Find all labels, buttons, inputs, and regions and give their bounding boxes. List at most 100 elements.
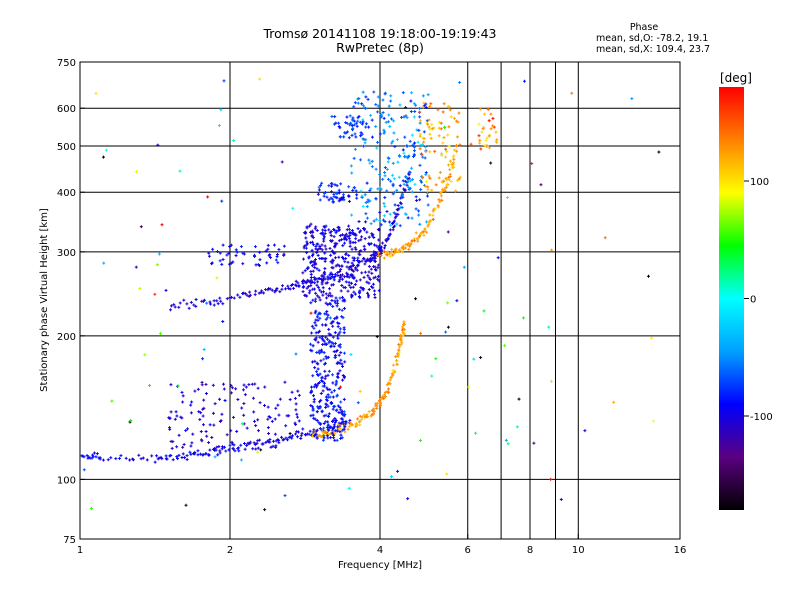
data-point: [423, 156, 427, 160]
data-point: [359, 131, 363, 135]
data-point: [570, 91, 574, 95]
data-point: [331, 259, 335, 263]
data-point: [418, 144, 422, 148]
data-point: [326, 303, 330, 307]
data-point: [390, 475, 394, 479]
data-point: [312, 243, 316, 247]
data-point: [324, 402, 328, 406]
data-point: [168, 426, 172, 430]
data-point: [386, 237, 390, 241]
data-point: [157, 252, 161, 256]
data-point: [316, 367, 320, 371]
data-point: [288, 432, 292, 436]
data-point: [318, 372, 322, 376]
data-point: [323, 323, 327, 327]
data-point: [383, 244, 387, 248]
data-point: [375, 244, 379, 248]
data-point: [331, 426, 335, 430]
data-point: [344, 280, 348, 284]
data-point: [333, 420, 337, 424]
data-point: [372, 409, 376, 413]
data-point: [336, 360, 340, 364]
data-point: [372, 243, 376, 247]
data-point: [333, 341, 337, 345]
data-point: [297, 419, 301, 423]
data-point: [452, 157, 456, 161]
data-point: [374, 217, 378, 221]
data-point: [323, 229, 327, 233]
data-point: [410, 91, 414, 95]
data-point: [189, 403, 193, 407]
data-point: [337, 264, 341, 268]
data-point: [428, 213, 432, 217]
data-point: [311, 236, 315, 240]
data-point: [378, 210, 382, 214]
data-point: [334, 264, 338, 268]
data-point: [221, 258, 225, 262]
data-point: [337, 121, 341, 125]
data-point: [400, 334, 404, 338]
data-point: [85, 454, 89, 458]
x-tick-label: 1: [77, 545, 83, 556]
data-point: [420, 143, 424, 147]
data-point: [312, 385, 316, 389]
data-point: [657, 150, 661, 154]
data-point: [506, 442, 510, 446]
data-point: [392, 131, 396, 135]
data-point: [344, 252, 348, 256]
data-point: [404, 155, 408, 159]
data-point: [337, 188, 341, 192]
y-tick-label: 75: [63, 535, 76, 546]
data-point: [338, 234, 342, 238]
data-point: [223, 445, 227, 449]
data-point: [366, 274, 370, 278]
data-point: [328, 301, 332, 305]
data-point: [316, 318, 320, 322]
data-point: [397, 153, 401, 157]
data-point: [312, 434, 316, 438]
data-point: [327, 184, 331, 188]
data-point: [274, 439, 278, 443]
data-point: [198, 418, 202, 422]
data-point: [370, 232, 374, 236]
data-point: [156, 457, 160, 461]
data-point: [290, 390, 294, 394]
data-point: [327, 369, 331, 373]
data-point: [356, 119, 360, 123]
data-point: [343, 425, 347, 429]
data-point: [369, 285, 373, 289]
data-point: [268, 287, 272, 291]
data-point: [415, 198, 419, 202]
data-point: [478, 141, 482, 145]
data-point: [444, 330, 448, 334]
data-point: [218, 296, 222, 300]
x-axis-label: Frequency [MHz]: [338, 560, 422, 571]
data-point: [343, 299, 347, 303]
data-point: [181, 400, 185, 404]
data-point: [365, 413, 369, 417]
data-point: [350, 294, 354, 298]
data-point: [317, 247, 321, 251]
data-point: [386, 387, 390, 391]
data-point: [236, 398, 240, 402]
data-point: [549, 379, 553, 383]
data-point: [316, 362, 320, 366]
data-point: [176, 384, 180, 388]
data-point: [322, 351, 326, 355]
data-point: [237, 446, 241, 450]
x-tick-label: 16: [674, 545, 687, 556]
data-point: [268, 440, 272, 444]
data-point: [385, 209, 389, 213]
data-point: [331, 395, 335, 399]
data-point: [334, 296, 338, 300]
data-point: [467, 385, 471, 389]
data-point: [266, 417, 270, 421]
data-point: [491, 116, 495, 120]
data-point: [426, 93, 430, 97]
data-point: [355, 124, 359, 128]
y-tick-label: 500: [57, 142, 76, 153]
data-point: [418, 132, 422, 136]
data-point: [322, 381, 326, 385]
data-point: [364, 125, 368, 129]
data-point: [238, 295, 242, 299]
